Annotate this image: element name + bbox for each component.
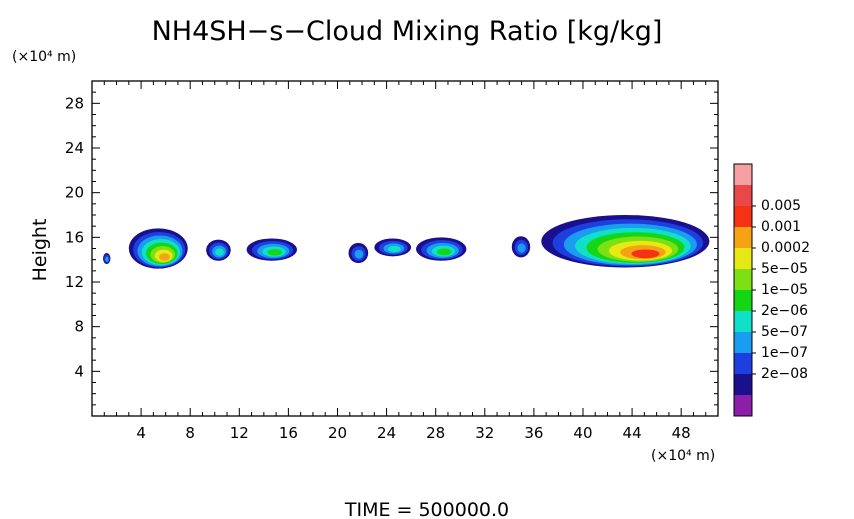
cloud-level	[158, 253, 170, 261]
x-tick-label: 12	[230, 424, 249, 442]
cloud-region	[374, 238, 412, 257]
x-tick-label: 40	[573, 424, 592, 442]
colorbar-label: 1e−07	[761, 345, 808, 361]
colorbar-label: 0.005	[761, 198, 801, 214]
cloud-region	[541, 215, 710, 268]
cloud-region	[128, 228, 188, 269]
colorbar-swatch	[734, 395, 752, 416]
y-tick-label: 28	[65, 94, 84, 112]
colorbar-swatch	[734, 164, 752, 185]
y-tick-label: 8	[74, 318, 84, 336]
cloud-level	[354, 249, 364, 259]
colorbar-legend: 0.005 0.001 0.0002 5e−05 1e−05 2e−06 5e−07 1e−0…	[733, 163, 810, 417]
colorbar-swatch	[734, 374, 752, 395]
x-tick-label: 32	[475, 424, 494, 442]
colorbar-swatch	[734, 311, 752, 332]
x-tick-label: 20	[328, 424, 347, 442]
x-tick-label: 28	[426, 424, 445, 442]
cloud-level	[387, 245, 401, 253]
y-unit-label: (×10⁴ m)	[12, 49, 76, 65]
x-unit-label: (×10⁴ m)	[651, 448, 715, 464]
y-tick-label: 24	[65, 139, 84, 157]
colorbar-swatch	[734, 332, 752, 353]
cloud-level	[105, 256, 109, 262]
x-tick-label: 8	[185, 424, 195, 442]
colorbar-swatch	[734, 353, 752, 374]
time-label: TIME = 500000.0	[344, 499, 509, 519]
y-tick-label: 20	[65, 184, 84, 202]
colorbar-swatch	[734, 185, 752, 206]
x-tick-label: 24	[377, 424, 396, 442]
colorbar-label: 0.001	[761, 219, 801, 235]
cloud-region	[246, 238, 297, 261]
x-tick-label: 48	[672, 424, 691, 442]
cloud-region	[206, 239, 231, 261]
colorbar-label: 0.0002	[761, 240, 810, 256]
colorbar-swatch	[734, 248, 752, 269]
colorbar-label: 5e−07	[761, 324, 808, 340]
cloud-level	[437, 248, 452, 256]
cloud-region	[348, 242, 369, 264]
chart-title: NH4SH−s−Cloud Mixing Ratio [kg/kg]	[152, 16, 663, 47]
y-axis-label: Height	[29, 219, 51, 282]
colorbar-swatch	[734, 269, 752, 290]
x-tick-label: 44	[623, 424, 642, 442]
cloud-level	[517, 243, 526, 253]
cloud-regions	[103, 215, 710, 269]
y-tick-label: 4	[74, 362, 84, 380]
colorbar-label: 5e−05	[761, 261, 808, 277]
x-tick-label: 16	[279, 424, 298, 442]
cloud-region	[416, 237, 467, 261]
y-tick-label: 12	[65, 273, 84, 291]
cloud-level	[267, 249, 283, 256]
colorbar-swatch	[734, 290, 752, 311]
cloud-region	[103, 252, 111, 265]
y-tick-label: 16	[65, 228, 84, 246]
x-tick-label: 4	[136, 424, 146, 442]
x-tick-label: 36	[524, 424, 543, 442]
cloud-level	[215, 248, 224, 256]
cloud-region	[511, 236, 531, 258]
colorbar-label: 2e−08	[761, 366, 808, 382]
colorbar-label: 1e−05	[761, 282, 808, 298]
colorbar-label: 2e−06	[761, 303, 808, 319]
cloud-level	[631, 249, 660, 259]
colorbar-swatch	[734, 206, 752, 227]
colorbar-swatch	[734, 227, 752, 248]
